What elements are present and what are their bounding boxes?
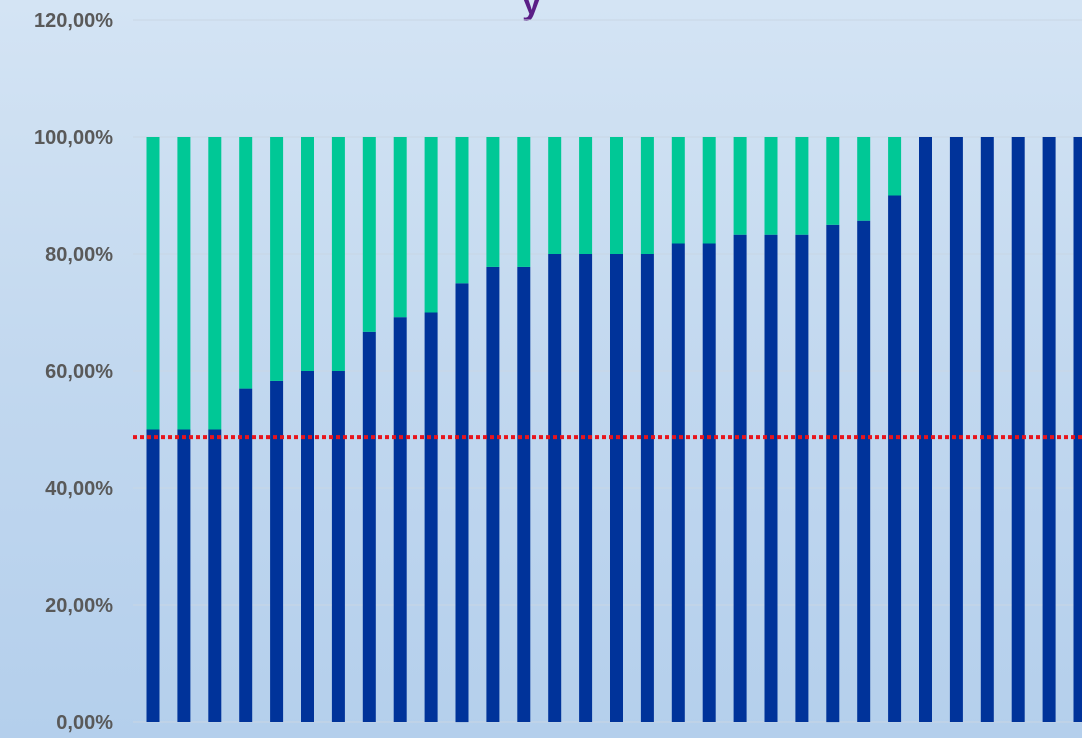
y-tick-label: 40,00% xyxy=(45,478,113,500)
y-tick-label: 120,00% xyxy=(34,10,113,32)
bar-segment-upper xyxy=(517,137,531,267)
bar-segment-lower xyxy=(919,137,932,722)
bar-segment-lower xyxy=(177,429,191,722)
bar-segment-lower xyxy=(301,371,314,722)
bar-segment-lower xyxy=(764,234,778,722)
gridlines xyxy=(133,19,1082,723)
bar-segment-upper xyxy=(857,137,871,221)
bar-segment-upper xyxy=(702,137,716,244)
bar-segment-lower xyxy=(795,234,809,722)
bar-segment-upper xyxy=(548,137,562,254)
bar-segment-lower xyxy=(146,429,160,722)
bar-segment-lower xyxy=(1011,137,1025,722)
bar-segment-lower xyxy=(362,331,376,722)
bar-segment-lower xyxy=(949,137,963,722)
bar-segment-upper xyxy=(579,137,593,254)
bar-segment-upper xyxy=(301,137,314,371)
bar-segment-lower xyxy=(517,266,531,722)
bar-segment-upper xyxy=(424,137,438,313)
bars xyxy=(146,137,1082,723)
bar-segment-lower xyxy=(671,243,685,722)
y-axis-tick-labels: 0,00% 20,00% 40,00% 60,00% 80,00% 100,00% 120,… xyxy=(34,10,113,734)
bar-segment-lower xyxy=(1042,137,1056,722)
bar-segment-lower xyxy=(579,254,593,722)
bar-segment-upper xyxy=(177,137,191,430)
bar-segment-upper xyxy=(455,137,469,284)
bar-segment-upper xyxy=(733,137,747,235)
bar-segment-upper xyxy=(826,137,840,225)
bar-segment-lower xyxy=(826,224,840,723)
bar-segment-lower xyxy=(1073,137,1082,722)
bar-segment-upper xyxy=(764,137,778,235)
bar-segment-lower xyxy=(208,429,222,722)
bar-segment-lower xyxy=(393,317,407,722)
bar-segment-lower xyxy=(486,266,500,722)
bar-segment-upper xyxy=(362,137,376,332)
bar-segment-lower xyxy=(857,220,871,722)
bar-segment-lower xyxy=(610,254,623,722)
bar-segment-upper xyxy=(270,137,284,381)
y-tick-label: 0,00% xyxy=(56,712,113,734)
bar-segment-lower xyxy=(424,312,438,722)
bar-segment-lower xyxy=(455,283,469,723)
bar-segment-lower xyxy=(548,254,562,722)
bar-segment-lower xyxy=(702,243,716,722)
y-tick-label: 80,00% xyxy=(45,244,113,266)
bar-segment-upper xyxy=(795,137,809,235)
y-tick-label: 60,00% xyxy=(45,361,113,383)
bar-segment-lower xyxy=(980,137,994,722)
bar-segment-upper xyxy=(610,137,623,254)
bar-segment-upper xyxy=(239,137,253,389)
bar-segment-upper xyxy=(146,137,160,430)
bar-segment-lower xyxy=(239,388,253,722)
y-tick-label: 20,00% xyxy=(45,595,113,617)
bar-segment-upper xyxy=(640,137,654,254)
bar-segment-upper xyxy=(208,137,222,430)
bar-segment-lower xyxy=(331,371,345,722)
bar-segment-lower xyxy=(640,254,654,722)
bar-segment-upper xyxy=(393,137,407,318)
bar-segment-lower xyxy=(270,380,284,722)
y-tick-label: 100,00% xyxy=(34,127,113,149)
bar-segment-upper xyxy=(671,137,685,244)
chart-title-fragment: y xyxy=(522,0,541,22)
bar-segment-upper xyxy=(331,137,345,371)
bar-segment-upper xyxy=(486,137,500,267)
bar-segment-lower xyxy=(733,234,747,722)
bar-segment-lower xyxy=(888,195,902,722)
bar-segment-upper xyxy=(888,137,902,196)
